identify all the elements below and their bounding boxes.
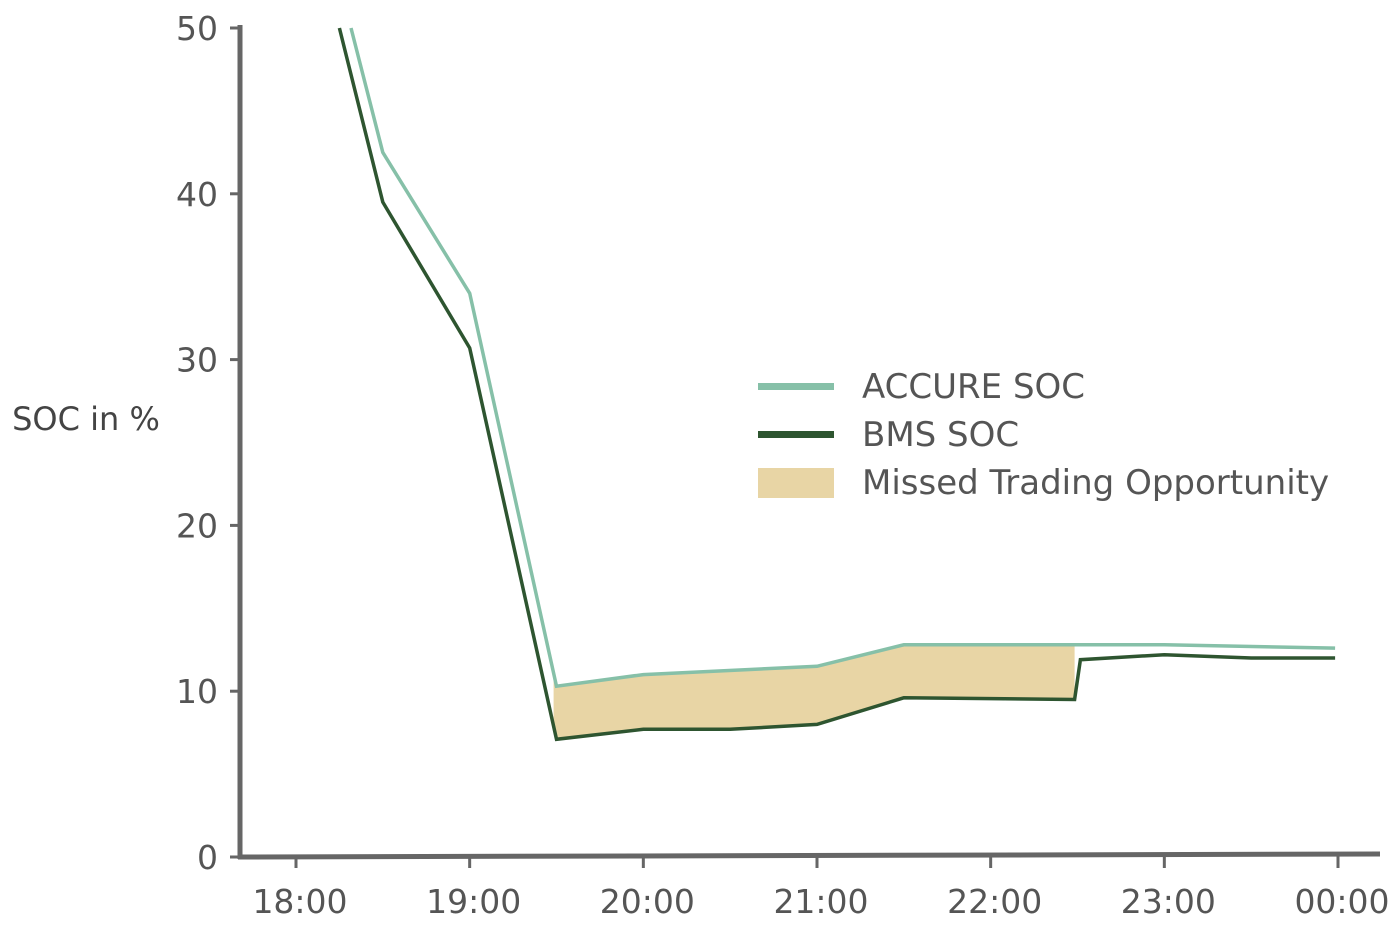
x-tick-label: 00:00 bbox=[1294, 882, 1389, 921]
x-tick-label: 23:00 bbox=[1121, 882, 1216, 921]
accure-soc-line bbox=[349, 27, 1336, 689]
y-tick-label: 40 bbox=[176, 175, 218, 214]
legend-accure-soc-label: ACCURE SOC bbox=[862, 367, 1085, 407]
x-tick-label: 22:00 bbox=[947, 882, 1042, 921]
legend: ACCURE SOC BMS SOC Missed Trading Opportun… bbox=[758, 367, 1329, 503]
y-tick-label: 10 bbox=[176, 672, 218, 711]
legend-missed-trading-label: Missed Trading Opportunity bbox=[862, 463, 1329, 503]
bms-soc-line bbox=[337, 27, 1336, 742]
legend-bms-soc-label: BMS SOC bbox=[862, 415, 1019, 455]
tick-layer: 0 10 20 30 40 50 18:00 19:00 20:00 21:00 22:00 23:0… bbox=[176, 9, 1390, 921]
x-tick-label: 20:00 bbox=[600, 882, 695, 921]
x-tick-label: 21:00 bbox=[773, 882, 868, 921]
legend-missed-trading-swatch bbox=[758, 468, 834, 498]
legend-bms-soc-swatch bbox=[758, 431, 834, 438]
x-axis-line bbox=[237, 851, 1381, 860]
axis-layer bbox=[237, 25, 1381, 860]
x-tick-label: 19:00 bbox=[426, 882, 521, 921]
fill-layer bbox=[553, 644, 1075, 740]
y-axis-title: SOC in % bbox=[12, 400, 160, 438]
y-tick-label: 20 bbox=[176, 506, 218, 545]
y-tick-label: 50 bbox=[176, 9, 218, 48]
line-layer bbox=[337, 27, 1336, 742]
legend-accure-soc-swatch bbox=[758, 383, 834, 390]
y-tick-label: 30 bbox=[176, 341, 218, 380]
y-tick-label: 0 bbox=[197, 838, 218, 877]
x-tick-label: 18:00 bbox=[252, 882, 347, 921]
missed-trading-area bbox=[553, 644, 1075, 740]
